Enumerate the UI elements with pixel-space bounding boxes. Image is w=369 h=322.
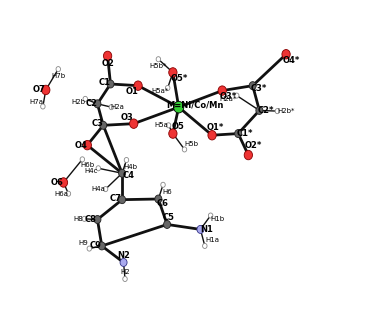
Text: O2*: O2* <box>245 141 262 150</box>
Text: H6a: H6a <box>54 191 68 197</box>
Text: H7a: H7a <box>30 99 44 105</box>
Ellipse shape <box>98 242 105 250</box>
Ellipse shape <box>218 86 226 95</box>
Text: N1: N1 <box>200 225 213 234</box>
Ellipse shape <box>42 85 50 95</box>
Ellipse shape <box>41 104 45 109</box>
Text: H2b*: H2b* <box>277 108 295 114</box>
Ellipse shape <box>83 140 92 150</box>
Ellipse shape <box>208 213 213 218</box>
Text: C3: C3 <box>92 119 103 128</box>
Text: O3: O3 <box>121 113 134 122</box>
Text: O5: O5 <box>172 122 184 131</box>
Ellipse shape <box>256 107 263 114</box>
Text: H1b: H1b <box>211 216 225 222</box>
Ellipse shape <box>134 81 142 90</box>
Ellipse shape <box>100 121 107 129</box>
Ellipse shape <box>166 123 171 128</box>
Ellipse shape <box>173 101 184 113</box>
Ellipse shape <box>282 50 290 59</box>
Text: O4: O4 <box>75 141 87 150</box>
Ellipse shape <box>197 225 204 233</box>
Ellipse shape <box>94 215 101 223</box>
Text: H5a: H5a <box>154 122 168 128</box>
Text: H5b: H5b <box>184 141 198 147</box>
Text: H2a: H2a <box>111 104 125 110</box>
Text: O1*: O1* <box>206 123 224 132</box>
Text: M=Ni/Co/Mn: M=Ni/Co/Mn <box>166 101 223 110</box>
Text: C2: C2 <box>86 99 98 108</box>
Text: H4a: H4a <box>92 186 105 192</box>
Ellipse shape <box>169 129 177 138</box>
Ellipse shape <box>82 216 87 221</box>
Text: H1a: H1a <box>205 237 219 243</box>
Ellipse shape <box>59 178 68 187</box>
Text: O3*: O3* <box>220 92 237 101</box>
Text: C4: C4 <box>123 171 134 180</box>
Ellipse shape <box>130 119 138 128</box>
Text: H7b: H7b <box>51 73 65 80</box>
Ellipse shape <box>235 129 242 137</box>
Text: C9: C9 <box>89 242 101 251</box>
Ellipse shape <box>56 67 61 72</box>
Text: H4b: H4b <box>124 164 138 170</box>
Ellipse shape <box>156 57 161 62</box>
Text: C7: C7 <box>110 194 122 203</box>
Text: H9: H9 <box>78 240 88 246</box>
Ellipse shape <box>66 191 70 196</box>
Ellipse shape <box>83 96 87 101</box>
Ellipse shape <box>244 150 252 160</box>
Ellipse shape <box>208 130 216 140</box>
Text: H4c: H4c <box>84 168 98 174</box>
Ellipse shape <box>161 182 165 187</box>
Ellipse shape <box>169 68 177 77</box>
Text: O4*: O4* <box>283 56 300 65</box>
Ellipse shape <box>163 221 170 228</box>
Text: C1*: C1* <box>236 129 253 138</box>
Text: C2*: C2* <box>258 106 274 115</box>
Text: O6: O6 <box>51 178 63 187</box>
Text: O2: O2 <box>101 59 114 68</box>
Ellipse shape <box>249 82 256 90</box>
Ellipse shape <box>80 157 85 162</box>
Ellipse shape <box>275 109 280 114</box>
Ellipse shape <box>120 259 127 266</box>
Ellipse shape <box>94 100 101 108</box>
Text: H6: H6 <box>162 189 172 195</box>
Ellipse shape <box>87 246 92 251</box>
Ellipse shape <box>107 80 114 88</box>
Ellipse shape <box>235 93 239 98</box>
Text: O1: O1 <box>125 87 138 96</box>
Ellipse shape <box>123 276 127 281</box>
Text: H6b: H6b <box>80 162 94 168</box>
Text: H2a*: H2a* <box>220 96 237 102</box>
Text: C1: C1 <box>99 78 111 87</box>
Text: C6: C6 <box>157 199 169 208</box>
Text: N2: N2 <box>117 251 130 260</box>
Ellipse shape <box>155 195 162 203</box>
Text: C5: C5 <box>162 213 175 222</box>
Text: H5b*: H5b* <box>150 63 167 70</box>
Text: H2: H2 <box>120 269 130 275</box>
Text: C3*: C3* <box>251 84 267 93</box>
Text: H5a*: H5a* <box>151 88 168 94</box>
Text: H8: H8 <box>73 216 83 222</box>
Ellipse shape <box>109 105 114 110</box>
Text: H2b: H2b <box>72 99 86 105</box>
Ellipse shape <box>124 157 129 163</box>
Ellipse shape <box>118 169 125 177</box>
Text: O7: O7 <box>33 85 46 94</box>
Text: C8: C8 <box>85 215 97 224</box>
Ellipse shape <box>103 186 108 192</box>
Ellipse shape <box>182 147 187 152</box>
Text: O5*: O5* <box>170 74 188 83</box>
Ellipse shape <box>96 166 100 171</box>
Ellipse shape <box>203 243 207 249</box>
Ellipse shape <box>103 51 112 61</box>
Ellipse shape <box>165 85 170 90</box>
Ellipse shape <box>118 196 125 204</box>
